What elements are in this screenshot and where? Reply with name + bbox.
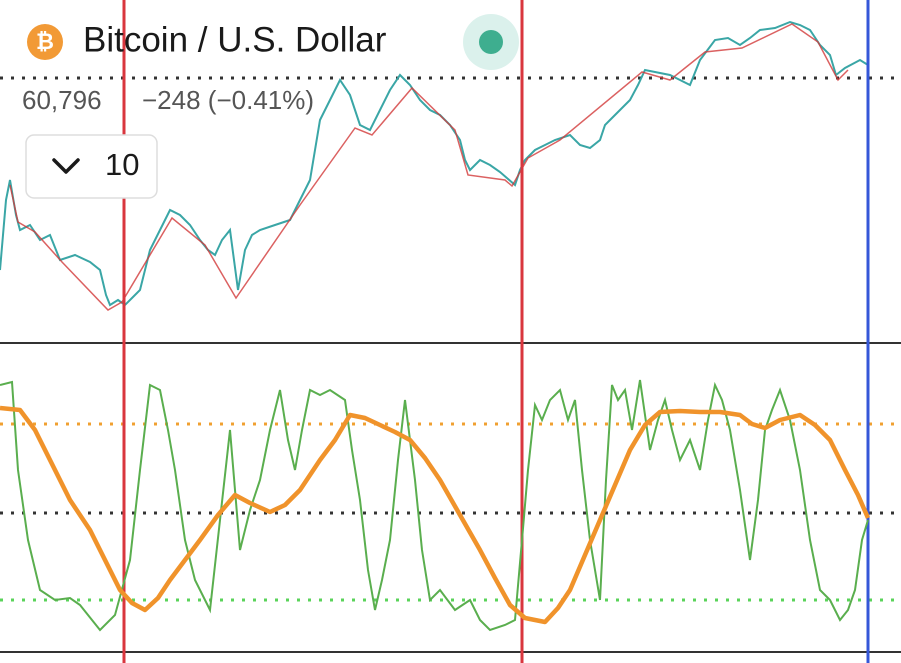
bitcoin-icon-glyph: ₿	[36, 30, 54, 55]
interval-button[interactable]	[25, 134, 158, 199]
status-dot	[479, 30, 503, 54]
price-wicks	[9, 23, 849, 311]
price-line	[0, 20, 869, 307]
interval-value: 10	[105, 147, 139, 182]
chevron-icon	[52, 158, 80, 174]
bitcoin-icon	[27, 24, 63, 60]
price-change: −248 (−0.41%)	[142, 85, 314, 115]
fast-oscillator	[0, 379, 869, 632]
last-price: 60,796	[22, 85, 102, 115]
symbol-title[interactable]: Bitcoin / U.S. Dollar	[83, 20, 387, 59]
slow-oscillator	[0, 405, 871, 625]
